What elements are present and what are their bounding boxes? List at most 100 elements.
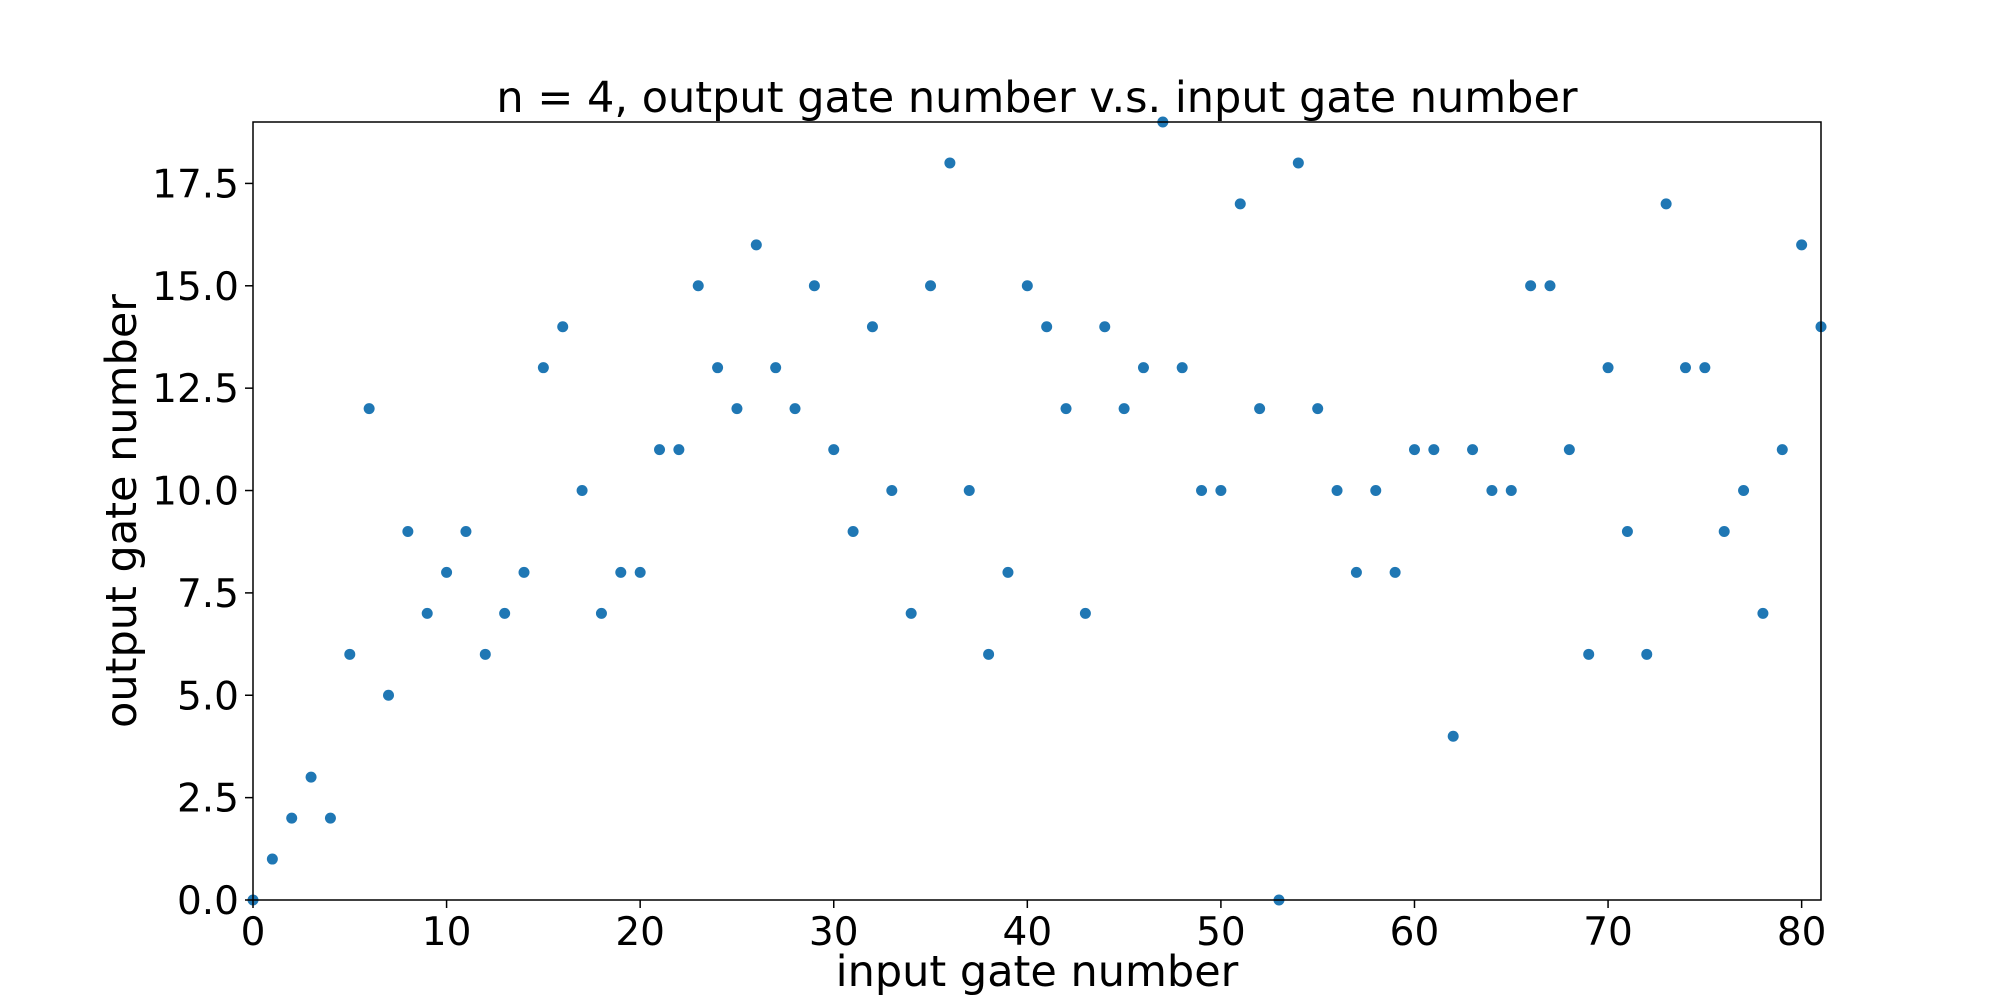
data-point <box>750 239 762 251</box>
data-point <box>441 566 453 578</box>
data-point <box>1350 566 1362 578</box>
data-point <box>808 280 820 292</box>
data-point <box>595 607 607 619</box>
data-point <box>905 607 917 619</box>
x-tick-label: 40 <box>1003 910 1053 955</box>
y-tick-label: 15.0 <box>152 265 239 310</box>
data-point <box>1738 485 1750 497</box>
data-point <box>460 525 472 537</box>
y-tick-label: 2.5 <box>177 777 239 822</box>
data-point <box>1447 730 1459 742</box>
data-point <box>1679 362 1691 374</box>
y-tick-label: 12.5 <box>152 367 239 412</box>
data-point <box>1776 444 1788 456</box>
y-tick-label: 0.0 <box>177 879 239 924</box>
data-point <box>402 525 414 537</box>
data-point <box>383 689 395 701</box>
y-tick-label: 5.0 <box>177 674 239 719</box>
data-point <box>305 771 317 783</box>
data-point <box>1176 362 1188 374</box>
data-point <box>344 648 356 660</box>
data-point <box>1757 607 1769 619</box>
data-point <box>557 321 569 333</box>
y-tick-label: 10.0 <box>152 470 239 515</box>
data-point <box>925 280 937 292</box>
x-tick-label: 80 <box>1777 910 1827 955</box>
data-point <box>712 362 724 374</box>
data-point <box>1621 525 1633 537</box>
y-axis-ticks: 0.0 2.5 5.0 7.5 10.0 12.5 15.0 17.5 <box>152 162 253 924</box>
data-point <box>983 648 995 660</box>
data-point <box>1544 280 1556 292</box>
data-point <box>518 566 530 578</box>
x-tick-label: 30 <box>809 910 859 955</box>
data-point <box>1118 403 1130 415</box>
data-point <box>1002 566 1014 578</box>
data-point <box>1021 280 1033 292</box>
data-point <box>1525 280 1537 292</box>
data-point <box>1254 403 1266 415</box>
data-point <box>1718 525 1730 537</box>
data-point <box>1041 321 1053 333</box>
data-point <box>1137 362 1149 374</box>
data-point <box>266 853 278 865</box>
x-tick-label: 20 <box>615 910 665 955</box>
data-point <box>1079 607 1091 619</box>
data-point <box>866 321 878 333</box>
data-points <box>247 116 1827 906</box>
data-point <box>499 607 511 619</box>
data-point <box>654 444 666 456</box>
chart-title: n = 4, output gate number v.s. input gat… <box>496 73 1577 123</box>
data-point <box>692 280 704 292</box>
data-point <box>1699 362 1711 374</box>
data-point <box>421 607 433 619</box>
data-point <box>1312 403 1324 415</box>
data-point <box>324 812 336 824</box>
data-point <box>1060 403 1072 415</box>
x-axis-ticks: 0 10 20 30 40 50 60 70 80 <box>241 900 1827 955</box>
data-point <box>1660 198 1672 210</box>
data-point <box>1641 648 1653 660</box>
y-axis-label: output gate number <box>97 294 147 728</box>
data-point <box>886 485 898 497</box>
y-tick-label: 17.5 <box>152 162 239 207</box>
data-point <box>1292 157 1304 169</box>
data-point <box>1389 566 1401 578</box>
data-point <box>1563 444 1575 456</box>
data-point <box>731 403 743 415</box>
data-point <box>1370 485 1382 497</box>
x-tick-label: 10 <box>422 910 472 955</box>
data-point <box>286 812 298 824</box>
data-point <box>1796 239 1808 251</box>
x-axis-label: input gate number <box>836 947 1239 997</box>
x-tick-label: 0 <box>241 910 266 955</box>
data-point <box>479 648 491 660</box>
data-point <box>944 157 956 169</box>
data-point <box>828 444 840 456</box>
x-tick-label: 60 <box>1390 910 1440 955</box>
data-point <box>770 362 782 374</box>
data-point <box>1486 485 1498 497</box>
data-point <box>1234 198 1246 210</box>
data-point <box>1099 321 1111 333</box>
data-point <box>363 403 375 415</box>
data-point <box>576 485 588 497</box>
data-point <box>847 525 859 537</box>
data-point <box>1196 485 1208 497</box>
data-point <box>963 485 975 497</box>
data-point <box>1467 444 1479 456</box>
y-tick-label: 7.5 <box>177 572 239 617</box>
data-point <box>789 403 801 415</box>
data-point <box>1331 485 1343 497</box>
x-tick-label: 50 <box>1196 910 1246 955</box>
data-point <box>1408 444 1420 456</box>
data-point <box>1602 362 1614 374</box>
data-point <box>673 444 685 456</box>
data-point <box>537 362 549 374</box>
data-point <box>1583 648 1595 660</box>
data-point <box>615 566 627 578</box>
data-point <box>1428 444 1440 456</box>
x-tick-label: 70 <box>1583 910 1633 955</box>
